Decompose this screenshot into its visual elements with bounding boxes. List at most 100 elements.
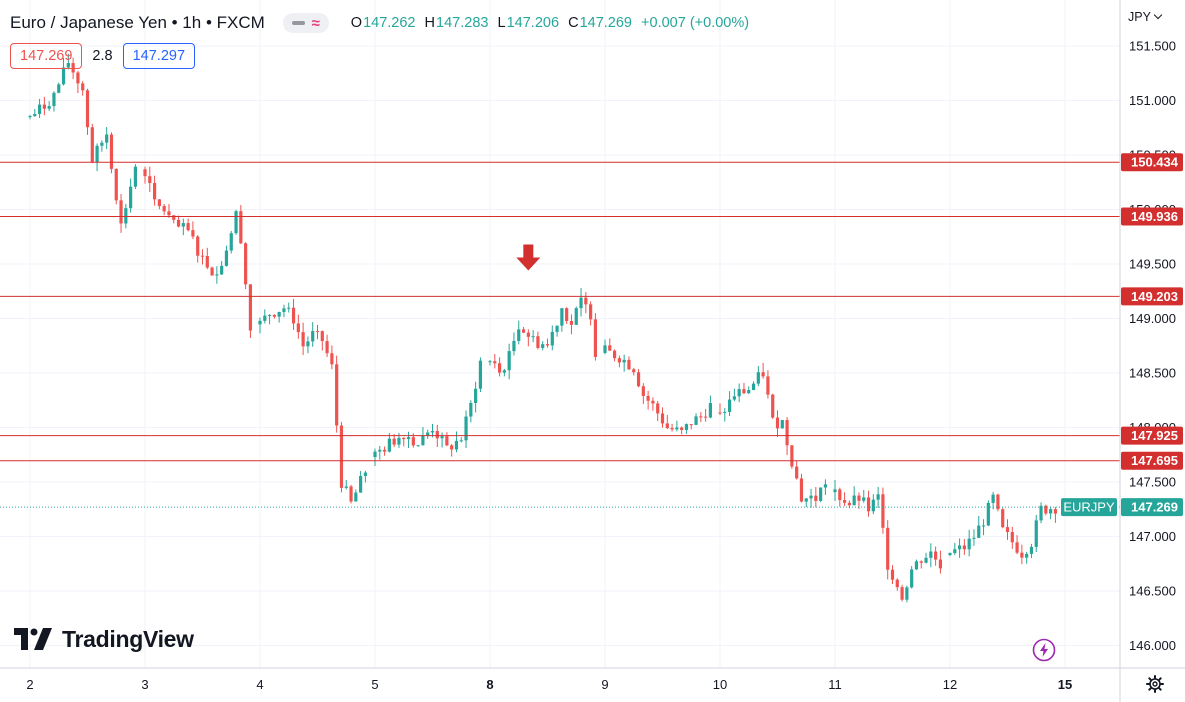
candle-body [119, 200, 123, 224]
candle [517, 320, 521, 345]
candle [488, 360, 492, 366]
candle [1010, 526, 1014, 549]
candle [502, 368, 506, 377]
candle-body [359, 475, 363, 493]
candle-body [244, 243, 248, 285]
candle-body [234, 211, 238, 234]
candle-body [680, 427, 684, 430]
candle [359, 470, 363, 493]
tradingview-logo[interactable]: TradingView [14, 626, 194, 653]
candle-body [373, 451, 377, 458]
candle-body [1020, 552, 1024, 558]
indicator-toggle[interactable]: ≈ [282, 13, 329, 33]
candle [90, 123, 94, 164]
candle-body [100, 142, 104, 146]
tradingview-mark-icon [14, 627, 52, 650]
candle [301, 322, 305, 355]
candle-body [766, 376, 770, 395]
candle-body [627, 359, 631, 370]
candle [220, 261, 224, 275]
candle-body [732, 396, 736, 400]
candle-body [90, 127, 94, 163]
candle [622, 354, 626, 372]
candle [747, 386, 751, 395]
candle [541, 341, 545, 351]
candle-body [981, 525, 986, 527]
candle-body [229, 233, 233, 251]
candle [224, 245, 229, 267]
candle [670, 423, 674, 432]
candle-body [833, 489, 837, 493]
candle [914, 559, 919, 571]
candle [905, 585, 909, 603]
level-tag-label: 149.936 [1131, 209, 1178, 224]
candle [900, 584, 904, 602]
spread-value: 2.8 [92, 48, 113, 64]
candle [105, 127, 109, 150]
candle-body [780, 420, 784, 429]
candle-body [622, 359, 626, 363]
candle [1034, 514, 1038, 552]
symbol-title[interactable]: Euro / Japanese Yen • 1h • FXCM [10, 13, 265, 32]
candle [526, 329, 530, 347]
level-tags: 150.434 149.936 149.203 147.925 147.695 [1121, 153, 1183, 470]
candle [1025, 551, 1029, 564]
buy-price-button[interactable]: 147.297 [122, 43, 196, 69]
candle [277, 311, 281, 323]
level-tag-label: 150.434 [1131, 155, 1179, 170]
candle-body [521, 329, 526, 333]
candle-body [972, 537, 976, 539]
candle-body [320, 331, 324, 342]
candle-body [914, 561, 919, 570]
candle-body [421, 435, 425, 446]
candle [718, 403, 722, 415]
candle [363, 470, 368, 483]
candle-body [200, 255, 205, 257]
candle-body [905, 587, 909, 600]
candle-body [66, 63, 70, 68]
gear-icon[interactable] [1146, 675, 1164, 693]
candle [291, 298, 296, 330]
level-tag-bg [1121, 153, 1183, 172]
candle-body [497, 363, 502, 373]
bolt-icon[interactable] [1032, 638, 1056, 662]
candle [660, 407, 665, 428]
candle [536, 331, 540, 350]
candle [799, 473, 804, 503]
candle [699, 412, 703, 423]
candle-body [977, 525, 981, 538]
currency-label: JPY [1128, 10, 1151, 24]
candle [129, 178, 133, 213]
candle [814, 486, 818, 508]
candle [47, 101, 51, 112]
candle-body [1005, 527, 1010, 532]
candle [426, 429, 430, 439]
candle-body [809, 495, 813, 499]
sell-price-button[interactable]: 147.269 [10, 43, 83, 69]
candle [464, 410, 468, 449]
candle [119, 193, 123, 233]
low-label: L [497, 15, 506, 31]
price-tick-label: 146.000 [1129, 638, 1176, 653]
quote-panel: 147.269 2.8 147.297 [10, 43, 196, 69]
candle [248, 284, 253, 338]
candle [857, 492, 861, 509]
open-label: O [350, 15, 363, 31]
grid [0, 0, 1120, 668]
candle [981, 519, 986, 536]
candle [589, 301, 593, 326]
brand-name: TradingView [62, 626, 194, 652]
price-tick-label: 147.000 [1129, 529, 1176, 544]
high-label: H [424, 15, 436, 31]
candle [196, 235, 200, 263]
candle-body [804, 498, 808, 502]
candle-body [502, 370, 506, 373]
currency-selector[interactable]: JPY [1128, 8, 1180, 26]
candle-body [325, 341, 329, 354]
candle-body [838, 489, 842, 501]
candle [148, 166, 152, 193]
candle-body [589, 304, 593, 320]
candle-body [42, 104, 46, 109]
candle-body [133, 166, 138, 187]
